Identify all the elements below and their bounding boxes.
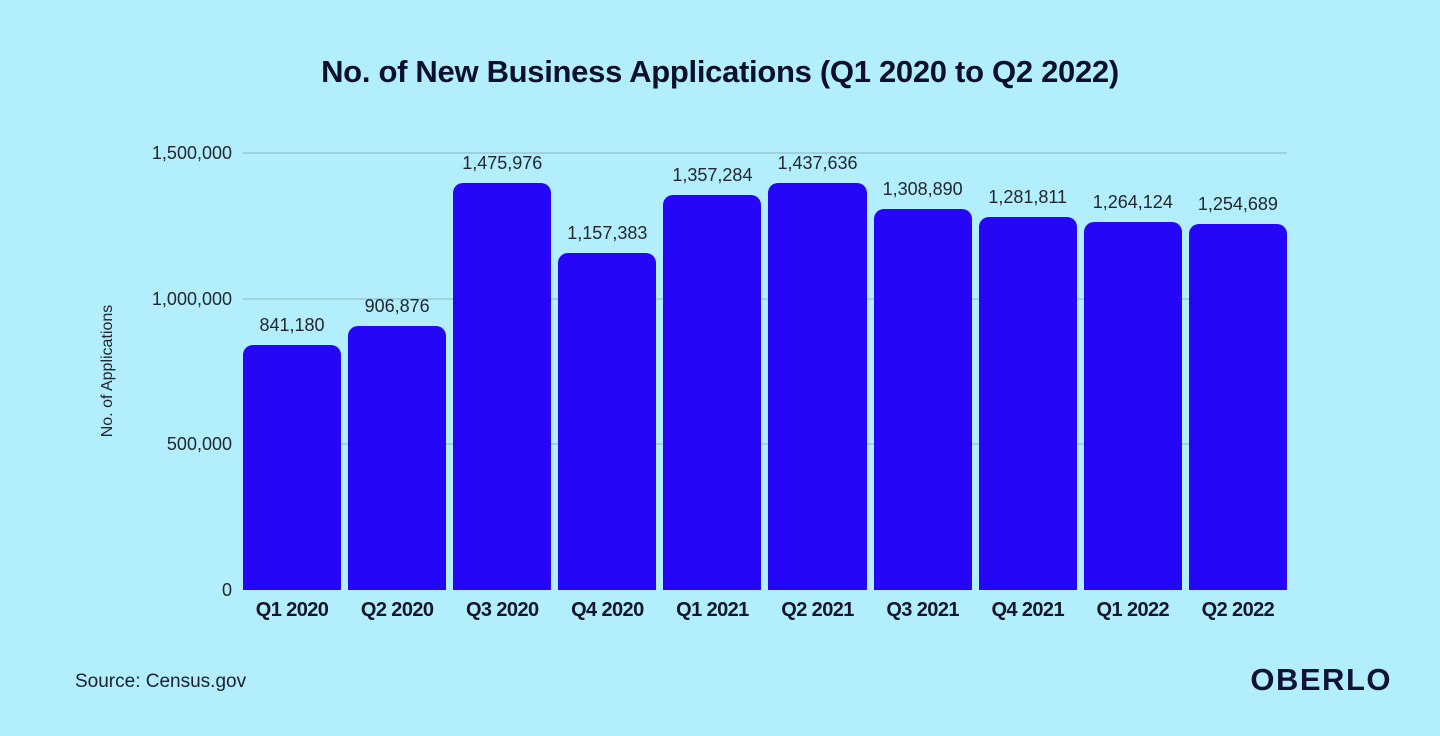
bar bbox=[558, 253, 657, 590]
bar-column: 1,254,689 Q2 2022 bbox=[1188, 153, 1287, 621]
oberlo-logo: OBERLO bbox=[1250, 662, 1392, 697]
bar-value-label: 1,281,811 bbox=[988, 187, 1068, 207]
bar-column: 1,437,636 Q2 2021 bbox=[768, 153, 867, 621]
x-tick-label: Q4 2021 bbox=[991, 599, 1064, 621]
bar bbox=[243, 345, 342, 590]
x-tick-label: Q2 2021 bbox=[781, 599, 854, 621]
x-tick-label: Q1 2020 bbox=[255, 599, 329, 621]
bar bbox=[978, 217, 1077, 590]
y-tick-label: 0 bbox=[221, 580, 232, 600]
bar bbox=[663, 195, 762, 590]
bar-column: 1,157,383 Q4 2020 bbox=[558, 153, 657, 621]
x-tick-label: Q3 2020 bbox=[465, 599, 539, 621]
bar-value-label: 1,264,124 bbox=[1092, 192, 1173, 212]
chart-title: No. of New Business Applications (Q1 202… bbox=[321, 54, 1119, 89]
gridline bbox=[243, 297, 1287, 300]
bar-column: 1,357,284 Q1 2021 bbox=[663, 153, 762, 621]
y-tick-label: 1,500,000 bbox=[151, 143, 232, 163]
bar bbox=[348, 326, 447, 590]
bar-value-label: 1,437,636 bbox=[777, 153, 858, 173]
bar bbox=[873, 209, 972, 590]
y-axis-ticks: 0 500,000 1,000,000 1,500,000 bbox=[0, 143, 232, 600]
bar-value-label: 1,254,689 bbox=[1197, 194, 1278, 214]
bar-value-label: 1,308,890 bbox=[882, 179, 963, 199]
x-tick-label: Q2 2020 bbox=[360, 599, 434, 621]
bar-column: 841,180 Q1 2020 bbox=[243, 153, 342, 621]
gridline bbox=[243, 443, 1287, 446]
bar-column: 906,876 Q2 2020 bbox=[348, 153, 447, 621]
gridline bbox=[243, 152, 1287, 154]
x-tick-label: Q1 2021 bbox=[676, 599, 749, 621]
bar-column: 1,281,811 Q4 2021 bbox=[978, 153, 1077, 621]
x-tick-label: Q1 2022 bbox=[1096, 599, 1170, 621]
bar-value-label: 1,157,383 bbox=[567, 223, 648, 243]
bar-column: 1,475,976 Q3 2020 bbox=[453, 153, 552, 621]
x-tick-label: Q4 2020 bbox=[571, 599, 644, 621]
bar-value-label: 841,180 bbox=[259, 315, 325, 335]
source-text: Source: Census.gov bbox=[75, 671, 247, 692]
bar-value-label: 906,876 bbox=[364, 296, 430, 316]
y-tick-label: 500,000 bbox=[166, 434, 232, 455]
plot-area: 841,180 Q1 2020 906,876 Q2 2020 1,475,976 Q3 … bbox=[243, 152, 1287, 621]
bar bbox=[453, 183, 552, 590]
x-tick-label: Q3 2021 bbox=[886, 599, 959, 621]
bar bbox=[768, 183, 867, 590]
bar bbox=[1083, 222, 1182, 590]
bar-column: 1,264,124 Q1 2022 bbox=[1083, 153, 1182, 621]
bar-value-label: 1,475,976 bbox=[462, 153, 543, 173]
bar-value-label: 1,357,284 bbox=[672, 165, 753, 185]
bar bbox=[1188, 224, 1287, 590]
y-tick-label: 1,000,000 bbox=[151, 288, 232, 309]
x-tick-label: Q2 2022 bbox=[1201, 599, 1275, 621]
bar-column: 1,308,890 Q3 2021 bbox=[873, 153, 972, 621]
bar-series: 841,180 Q1 2020 906,876 Q2 2020 1,475,976 Q3 … bbox=[243, 153, 1287, 621]
